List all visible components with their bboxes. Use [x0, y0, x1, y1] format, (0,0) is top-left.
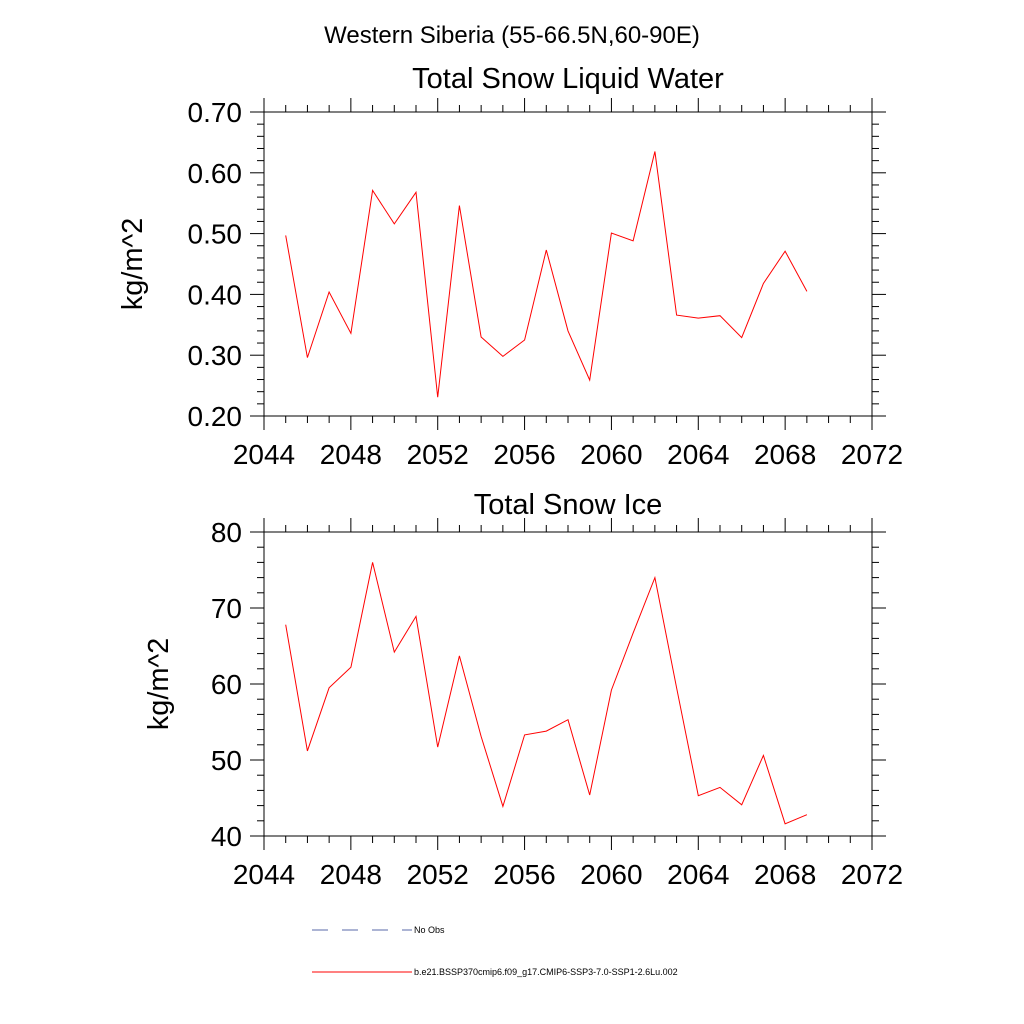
y-tick-label-liquid-water: 0.30 — [188, 340, 243, 371]
x-tick-label-liquid-water: 2072 — [841, 439, 903, 470]
x-tick-label-liquid-water: 2052 — [407, 439, 469, 470]
y-tick-label-snow-ice: 80 — [211, 517, 242, 548]
x-tick-label-liquid-water: 2064 — [667, 439, 729, 470]
y-tick-label-liquid-water: 0.50 — [188, 219, 243, 250]
y-axis-label-liquid-water: kg/m^2 — [117, 218, 149, 311]
x-tick-label-liquid-water: 2068 — [754, 439, 816, 470]
chart-snow-liquid-water: Total Snow Liquid Water 2044 2048 2052 2056 2… — [117, 63, 903, 470]
legend-item-series: b.e21.BSSP370cmip6.f09_g17.CMIP6-SSP3-7.… — [312, 967, 678, 977]
x-tick-label-snow-ice: 2072 — [841, 859, 903, 890]
x-tick-label-liquid-water: 2060 — [580, 439, 642, 470]
legend-item-no-obs: No Obs — [312, 925, 445, 935]
x-tick-label-liquid-water: 2048 — [320, 439, 382, 470]
figure-title: Western Siberia (55-66.5N,60-90E) — [324, 22, 700, 49]
chart-title-liquid-water: Total Snow Liquid Water — [412, 63, 724, 95]
legend-label-no-obs: No Obs — [414, 925, 445, 935]
series-line-liquid-water — [285, 151, 808, 398]
y-tick-label-snow-ice: 40 — [211, 821, 242, 852]
x-tick-label-snow-ice: 2052 — [407, 859, 469, 890]
y-axis-label-snow-ice: kg/m^2 — [143, 638, 175, 731]
y-tick-label-snow-ice: 60 — [211, 669, 242, 700]
x-tick-label-liquid-water: 2056 — [493, 439, 555, 470]
x-tick-label-liquid-water: 2044 — [233, 439, 295, 470]
y-tick-label-snow-ice: 50 — [211, 745, 242, 776]
y-tick-label-liquid-water: 0.60 — [188, 158, 243, 189]
x-tick-label-snow-ice: 2060 — [580, 859, 642, 890]
y-tick-label-liquid-water: 0.70 — [188, 97, 243, 128]
x-tick-label-snow-ice: 2068 — [754, 859, 816, 890]
legend-label-series: b.e21.BSSP370cmip6.f09_g17.CMIP6-SSP3-7.… — [414, 967, 678, 977]
plot-frame-snow-ice — [263, 531, 873, 837]
legend: No Obs b.e21.BSSP370cmip6.f09_g17.CMIP6-… — [312, 925, 678, 977]
y-tick-label-liquid-water: 0.40 — [188, 279, 243, 310]
y-tick-label-snow-ice: 70 — [211, 593, 242, 624]
plot-frame-liquid-water — [263, 111, 873, 417]
chart-title-snow-ice: Total Snow Ice — [474, 489, 663, 521]
x-tick-label-snow-ice: 2044 — [233, 859, 295, 890]
x-tick-label-snow-ice: 2048 — [320, 859, 382, 890]
y-tick-label-liquid-water: 0.20 — [188, 401, 243, 432]
chart-snow-ice: Total Snow Ice 2044 2048 2052 2056 2060 2064 20… — [143, 489, 903, 890]
x-tick-label-snow-ice: 2056 — [493, 859, 555, 890]
series-line-snow-ice — [285, 562, 808, 825]
x-tick-label-snow-ice: 2064 — [667, 859, 729, 890]
